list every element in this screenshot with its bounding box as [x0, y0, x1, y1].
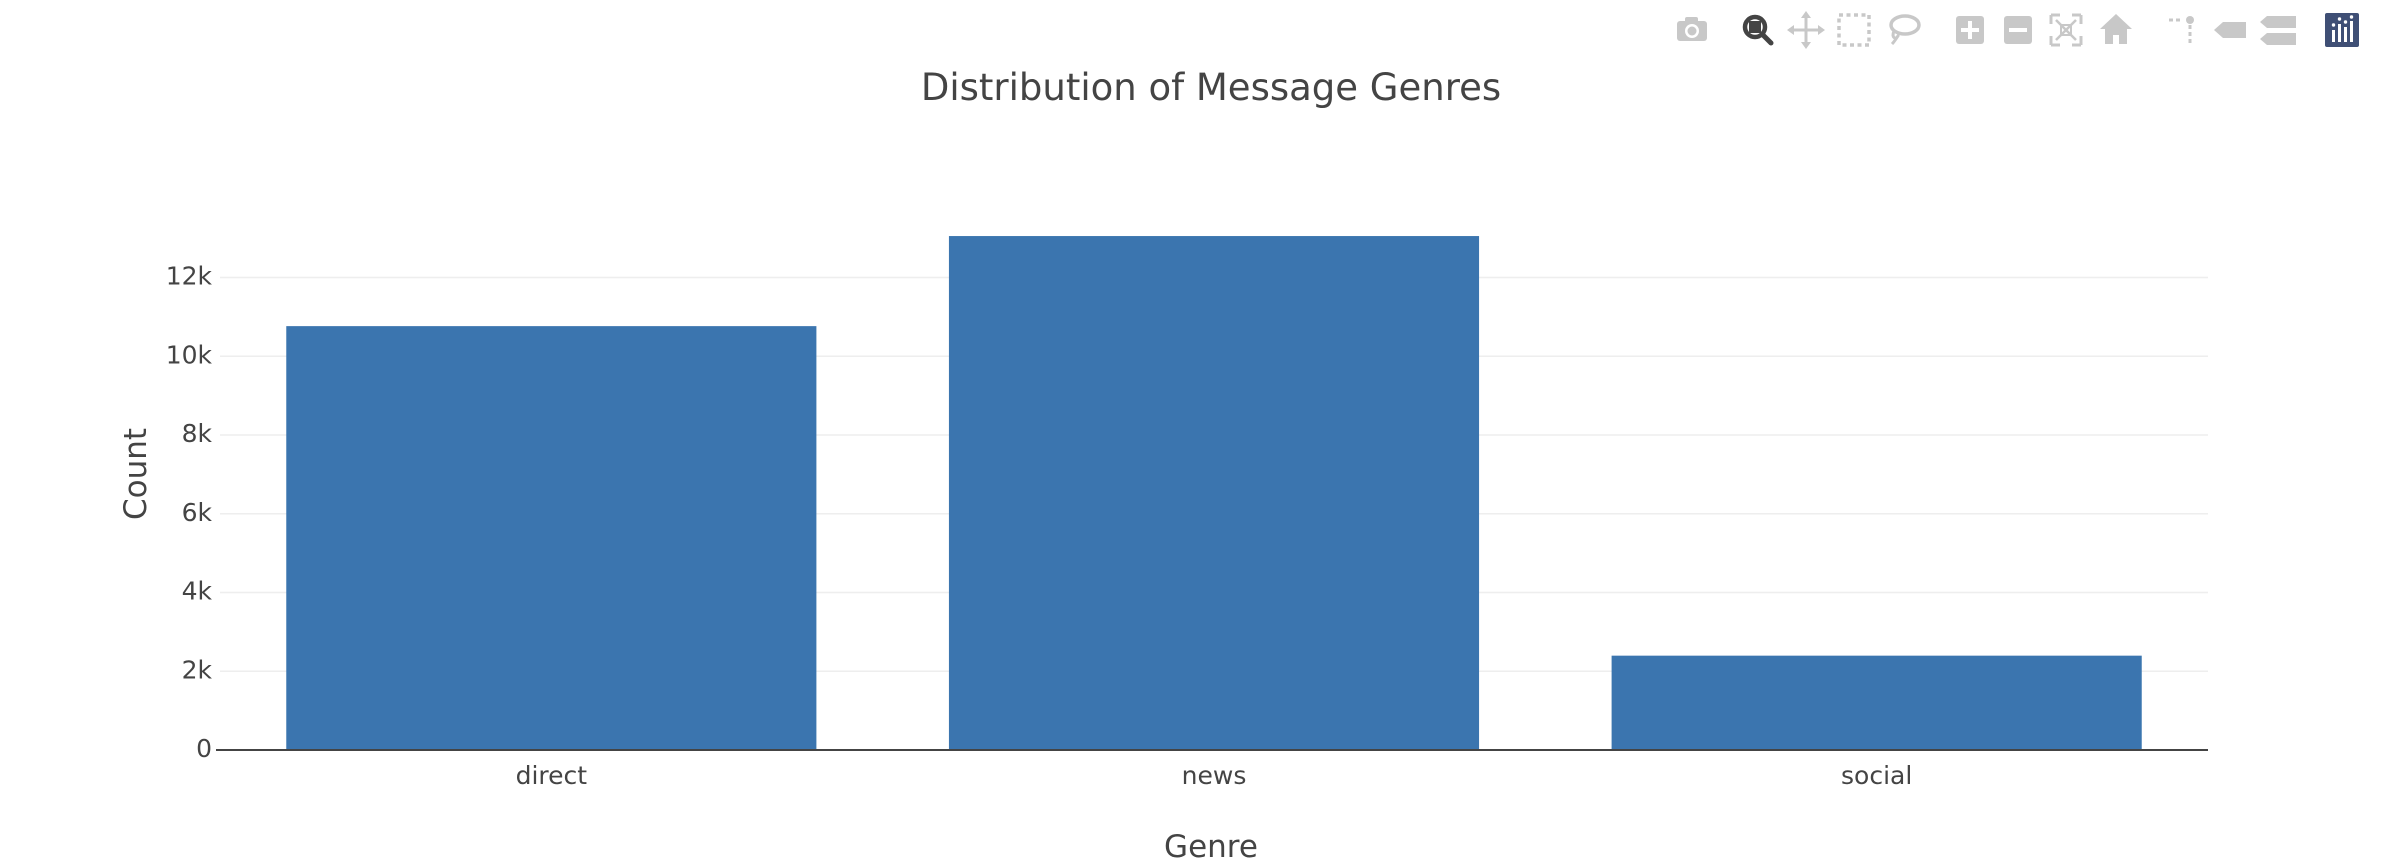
spike-lines-button[interactable]	[2162, 8, 2202, 52]
hover-compare-icon	[2260, 16, 2296, 45]
bar-social[interactable]	[1611, 655, 2142, 750]
y-tick-label: 10k	[166, 340, 213, 369]
plotly-logo-icon	[2325, 13, 2359, 47]
home-icon	[2100, 14, 2132, 44]
axes: 0 2k 4k 6k 8k 10k 12k direct news social	[166, 262, 2208, 790]
pan-button[interactable]	[1786, 8, 1826, 52]
zoom-in-icon	[1956, 16, 1984, 44]
autoscale-icon	[2049, 13, 2083, 47]
zoom-out-icon	[2004, 16, 2032, 44]
box-select-button[interactable]	[1834, 8, 1874, 52]
y-tick-label: 2k	[182, 655, 213, 684]
x-tick-label: direct	[516, 761, 588, 790]
hover-closest-button[interactable]	[2210, 8, 2250, 52]
lasso-select-icon	[1889, 14, 1921, 46]
camera-icon	[1677, 17, 1707, 41]
y-tick-label: 0	[196, 734, 212, 763]
spike-lines-icon	[2169, 16, 2194, 43]
hover-closest-icon	[2214, 22, 2246, 38]
y-tick-label: 8k	[182, 419, 213, 448]
chart-title: Distribution of Message Genres	[921, 66, 1501, 109]
zoom-in-button[interactable]	[1950, 8, 1990, 52]
y-tick-label: 12k	[166, 262, 213, 291]
home-button[interactable]	[2096, 8, 2136, 52]
y-axis-title: Count	[118, 428, 154, 520]
lasso-select-button[interactable]	[1884, 8, 1924, 52]
autoscale-button[interactable]	[2046, 8, 2086, 52]
zoom-button[interactable]	[1738, 8, 1778, 52]
plotly-logo-button[interactable]	[2322, 8, 2362, 52]
hover-compare-button[interactable]	[2258, 8, 2298, 52]
x-tick-label: social	[1841, 761, 1912, 790]
x-axis-title: Genre	[1164, 829, 1258, 865]
y-tick-label: 4k	[182, 577, 213, 606]
bar-news[interactable]	[948, 236, 1480, 750]
zoom-icon	[1742, 14, 1774, 46]
y-tick-label: 6k	[182, 498, 213, 527]
bars	[286, 236, 2142, 750]
zoom-out-button[interactable]	[1998, 8, 2038, 52]
camera-button[interactable]	[1672, 8, 1712, 52]
pan-icon	[1787, 11, 1825, 49]
box-select-icon	[1837, 13, 1871, 47]
x-tick-label: news	[1182, 761, 1247, 790]
bar-direct[interactable]	[286, 326, 817, 750]
plotly-modebar	[0, 8, 2406, 52]
